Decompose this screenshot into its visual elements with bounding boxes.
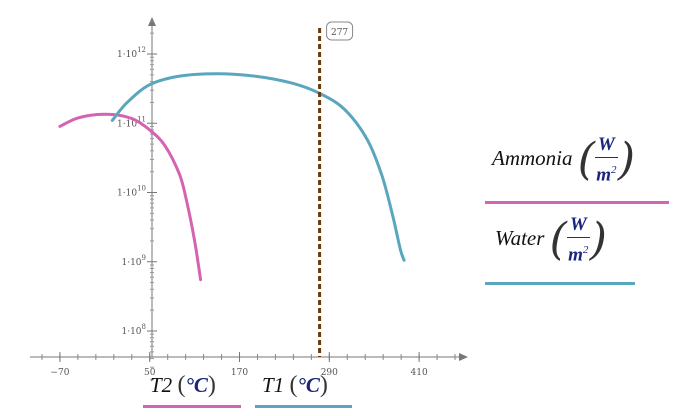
y-tick-label: 1·1011 <box>117 115 146 129</box>
marker-label: 277 <box>331 28 348 38</box>
series-line-water <box>110 72 406 262</box>
x-axis-title-t2-line <box>143 405 241 408</box>
y-tick-label: 1·1010 <box>117 185 146 199</box>
x-tick-label: 290 <box>321 368 338 378</box>
y-tick-label: 1·1012 <box>117 46 146 60</box>
y-axis-arrow <box>148 17 156 26</box>
x-axis-title-t1-line <box>255 405 352 408</box>
series-line-ammonia <box>58 112 203 282</box>
legend-water-line <box>485 282 635 285</box>
x-axis-title-t1: T1 (°C) <box>262 372 328 398</box>
y-tick-label: 1·108 <box>121 323 146 337</box>
legend-ammonia-line <box>485 201 669 204</box>
x-axis-title-t2: T2 (°C) <box>150 372 216 398</box>
x-tick-label: 50 <box>144 368 156 378</box>
marker-label-box <box>326 21 354 41</box>
x-tick-label: 170 <box>231 368 248 378</box>
x-tick-label: −70 <box>50 368 69 378</box>
x-tick-label: 410 <box>411 368 428 378</box>
x-axis-arrow <box>459 353 468 361</box>
y-tick-label: 1·109 <box>121 254 146 268</box>
